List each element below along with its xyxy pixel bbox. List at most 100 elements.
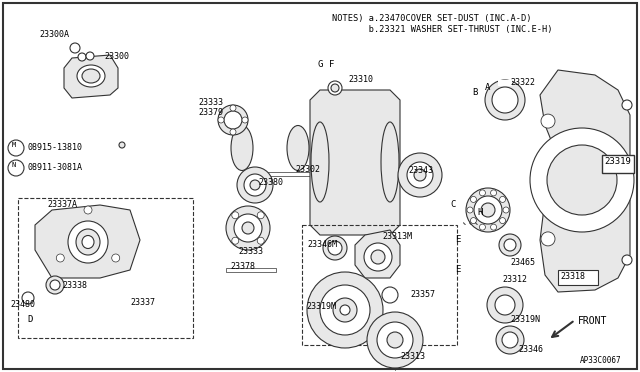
Circle shape (320, 285, 370, 335)
Circle shape (541, 232, 555, 246)
Text: F: F (330, 60, 335, 69)
Circle shape (367, 312, 423, 368)
Circle shape (119, 142, 125, 148)
Ellipse shape (231, 125, 253, 170)
Text: b.23321 WASHER SET-THRUST (INC.E-H): b.23321 WASHER SET-THRUST (INC.E-H) (332, 25, 552, 34)
Circle shape (232, 237, 239, 244)
Text: 23313: 23313 (400, 352, 425, 361)
Circle shape (474, 196, 502, 224)
Text: M: M (12, 142, 16, 148)
Ellipse shape (82, 69, 100, 83)
Circle shape (226, 206, 270, 250)
Ellipse shape (77, 65, 105, 87)
FancyBboxPatch shape (226, 268, 276, 272)
Text: AP33C0067: AP33C0067 (580, 356, 621, 365)
Circle shape (500, 218, 506, 224)
Text: 23302: 23302 (295, 165, 320, 174)
Circle shape (479, 190, 485, 196)
Circle shape (257, 212, 264, 219)
Circle shape (112, 254, 120, 262)
Circle shape (466, 188, 510, 232)
Text: 23319N: 23319N (510, 315, 540, 324)
Circle shape (250, 180, 260, 190)
Ellipse shape (76, 229, 100, 255)
Text: H: H (477, 208, 483, 217)
Circle shape (333, 298, 357, 322)
Text: 23322: 23322 (510, 78, 535, 87)
Text: NOTES) a.23470COVER SET-DUST (INC.A-D): NOTES) a.23470COVER SET-DUST (INC.A-D) (332, 14, 531, 23)
Circle shape (86, 52, 94, 60)
Polygon shape (35, 205, 140, 278)
Circle shape (46, 276, 64, 294)
Circle shape (50, 280, 60, 290)
Circle shape (331, 84, 339, 92)
Text: 23319: 23319 (604, 157, 631, 166)
Text: D: D (27, 315, 33, 324)
Ellipse shape (82, 235, 94, 248)
Circle shape (377, 322, 413, 358)
Circle shape (491, 190, 497, 196)
Circle shape (467, 207, 473, 213)
Text: 23337A: 23337A (47, 200, 77, 209)
Circle shape (56, 254, 64, 262)
Circle shape (8, 160, 24, 176)
Circle shape (230, 105, 236, 111)
Text: 23318: 23318 (560, 272, 585, 281)
Circle shape (487, 287, 523, 323)
Circle shape (234, 214, 262, 242)
Circle shape (84, 206, 92, 214)
Text: 23346M: 23346M (307, 240, 337, 249)
Text: 23378: 23378 (230, 262, 255, 271)
Circle shape (237, 167, 273, 203)
Text: 23313M: 23313M (382, 232, 412, 241)
Circle shape (547, 145, 617, 215)
Text: 23333: 23333 (238, 247, 263, 256)
Text: 08915-13810: 08915-13810 (27, 143, 82, 152)
Circle shape (340, 305, 350, 315)
Text: E: E (455, 235, 460, 244)
Text: N: N (12, 162, 16, 168)
Circle shape (622, 100, 632, 110)
Circle shape (224, 111, 242, 129)
Polygon shape (355, 230, 400, 278)
Circle shape (328, 241, 342, 255)
Circle shape (541, 114, 555, 128)
Text: 08911-3081A: 08911-3081A (27, 163, 82, 172)
Text: 23465: 23465 (510, 258, 535, 267)
Circle shape (414, 169, 426, 181)
Polygon shape (310, 90, 400, 235)
Polygon shape (64, 55, 118, 98)
Text: 23338: 23338 (62, 281, 87, 290)
Circle shape (504, 239, 516, 251)
FancyBboxPatch shape (558, 270, 598, 285)
Circle shape (470, 218, 476, 224)
Text: 23300A: 23300A (39, 30, 69, 39)
Ellipse shape (287, 125, 309, 170)
Circle shape (622, 255, 632, 265)
Circle shape (242, 117, 248, 123)
Text: A: A (485, 83, 491, 92)
Circle shape (230, 129, 236, 135)
Text: 23357: 23357 (410, 290, 435, 299)
Circle shape (481, 209, 499, 227)
Ellipse shape (381, 122, 399, 202)
Circle shape (492, 87, 518, 113)
Circle shape (530, 128, 634, 232)
Text: 23312: 23312 (502, 275, 527, 284)
Circle shape (470, 196, 476, 202)
Circle shape (502, 332, 518, 348)
Circle shape (328, 81, 342, 95)
Circle shape (22, 292, 34, 304)
Circle shape (218, 117, 224, 123)
Ellipse shape (311, 122, 329, 202)
Circle shape (78, 53, 86, 61)
Circle shape (496, 326, 524, 354)
Circle shape (382, 287, 398, 303)
Text: 23310: 23310 (348, 75, 373, 84)
Circle shape (323, 236, 347, 260)
Text: 23337: 23337 (130, 298, 155, 307)
Circle shape (481, 203, 495, 217)
FancyBboxPatch shape (498, 80, 512, 86)
Text: G: G (317, 60, 323, 69)
FancyBboxPatch shape (256, 172, 314, 176)
